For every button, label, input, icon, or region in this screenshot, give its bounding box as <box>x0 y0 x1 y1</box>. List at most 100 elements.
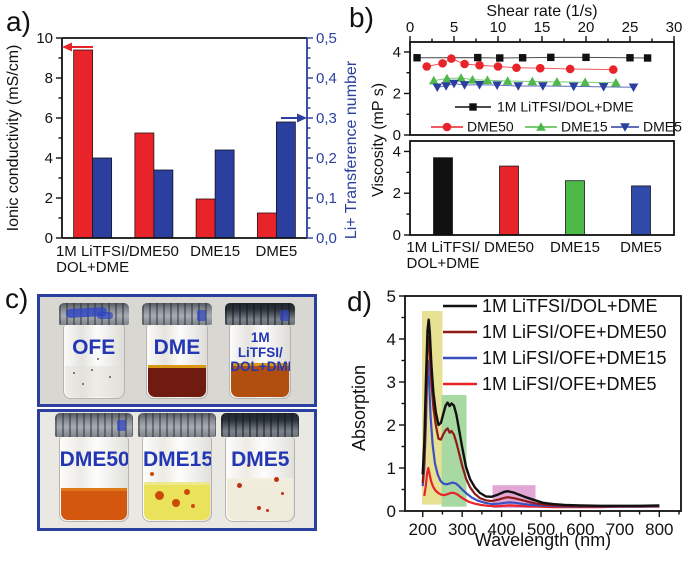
y-tick-label-left: 10 <box>36 30 53 47</box>
marker-triangle-down <box>628 83 639 93</box>
liquid-droplet <box>108 376 111 379</box>
x-tick-label: 15 <box>534 19 551 36</box>
panel-label-c: c) <box>5 283 29 314</box>
marker-triangle-up <box>527 76 538 86</box>
y-tick-label-left: 2 <box>45 190 53 207</box>
marker-triangle-up <box>502 76 513 85</box>
vial-glass: OFE <box>62 325 125 399</box>
marker-circle <box>442 122 452 132</box>
marker-circle <box>608 65 618 74</box>
x-category-label: 1M LiTFSI/ <box>56 243 130 260</box>
liquid-droplet <box>265 509 269 513</box>
vial-cap <box>137 413 216 437</box>
vial-glass: DME5 <box>225 437 296 522</box>
x-tick-label: 600 <box>566 520 594 539</box>
bar-plot-box <box>409 140 675 236</box>
bar-conductivity <box>73 49 94 239</box>
y-tick-label-right: 0,0 <box>316 230 337 247</box>
marker-circle <box>535 63 545 73</box>
legend-label: DME5 <box>643 119 682 135</box>
x-tick-label: 300 <box>448 520 476 539</box>
marker-triangle-up <box>442 73 452 83</box>
y-tick-label: 2 <box>393 185 401 202</box>
liquid-droplet <box>72 372 75 375</box>
y-tick-label-right: 0,4 <box>316 70 337 87</box>
legend-label: 1M LiTFSI/DOL+DME <box>482 296 658 316</box>
marker-triangle-down <box>449 79 459 89</box>
x-category-label: DME15 <box>190 243 240 260</box>
legend-label: DME50 <box>467 119 514 135</box>
vial-dme: DME <box>141 303 212 399</box>
liquid-droplet <box>183 489 190 496</box>
y-axis-label-right: Li+ Transference number <box>343 60 360 239</box>
y-tick-label: 4 <box>387 330 396 349</box>
cap-logo-dot <box>280 310 290 321</box>
vial-dme15: DME15 <box>137 413 216 522</box>
x-tick-label: 700 <box>606 520 634 539</box>
legend-label: DME15 <box>561 119 608 135</box>
scatter-series-line <box>433 77 616 84</box>
marker-circle <box>422 62 432 71</box>
vial-glass: DME <box>145 325 208 399</box>
cap-logo-dot <box>196 310 206 321</box>
liquid-droplet <box>280 492 284 496</box>
y-tick-label: 4 <box>393 44 401 61</box>
arrow-left-head <box>62 42 72 52</box>
y-tick-label-right: 0,2 <box>316 150 337 167</box>
bar-transference <box>153 169 174 239</box>
marker-square <box>626 54 634 62</box>
marker-square <box>547 53 555 62</box>
liquid-droplet <box>246 463 250 467</box>
marker-triangle-up <box>428 75 439 85</box>
marker-circle <box>512 63 521 73</box>
marker-square <box>413 54 421 62</box>
x-axis-label: Shear rate (1/s) <box>486 3 597 20</box>
x-axis-label: Wavelength (nm) <box>475 530 611 550</box>
photo-vials-top: OFE DME 1M LiTFSI/DOL+DME <box>37 294 317 407</box>
liquid-droplet <box>236 483 242 489</box>
liquid-droplet <box>155 490 165 500</box>
legend-label: 1M LiFSI/OFE+DME15 <box>482 348 667 368</box>
vial-glass: 1M LiTFSI/DOL+DME <box>229 325 292 399</box>
liquid-droplet <box>171 499 180 508</box>
bar-transference <box>214 149 235 239</box>
marker-triangle-down <box>598 83 609 92</box>
marker-square <box>496 54 504 62</box>
y-tick-label-left: 0 <box>45 230 53 247</box>
x-tick-label: 200 <box>409 520 437 539</box>
x-category-label: DME50 <box>129 243 179 260</box>
y-tick-label-right: 0,3 <box>316 110 337 127</box>
vial-label: 1M LiTFSI/DOL+DME <box>230 330 292 375</box>
x-category-label: DME15 <box>550 239 600 256</box>
vial-glass: DME50 <box>58 437 129 522</box>
y-tick-label: 2 <box>393 85 401 102</box>
absorption-curve <box>421 335 660 508</box>
bar-transference <box>275 121 296 239</box>
bar-transference <box>92 157 113 239</box>
x-tick-label: 10 <box>490 19 507 36</box>
y-tick-label-right: 0,1 <box>316 190 337 207</box>
bar-conductivity <box>256 212 277 239</box>
y-tick-label: 1 <box>387 459 396 478</box>
liquid-droplet <box>81 383 84 386</box>
marker-triangle-down <box>474 80 485 90</box>
y-tick-label: 0 <box>387 502 396 521</box>
y-tick-label: 0 <box>393 127 401 144</box>
y-tick-label-left: 6 <box>45 110 53 127</box>
x-tick-label: 5 <box>450 19 458 36</box>
vial-dme50: DME50 <box>54 413 133 522</box>
legend-label: 1M LiFSI/OFE+DME5 <box>482 374 657 394</box>
bar-viscosity <box>433 157 453 236</box>
y-tick-label-right: 0,5 <box>316 30 337 47</box>
vial-cap <box>225 303 296 325</box>
liquid-droplet <box>90 368 93 371</box>
marker-circle <box>475 60 484 70</box>
y-tick-label: 5 <box>387 287 396 306</box>
cap-logo-dot <box>116 420 126 431</box>
marker-triangle-down <box>441 82 451 91</box>
liquid-droplet <box>75 350 78 353</box>
vial-ofe: OFE <box>58 303 129 399</box>
marker-triangle-up <box>482 75 493 84</box>
